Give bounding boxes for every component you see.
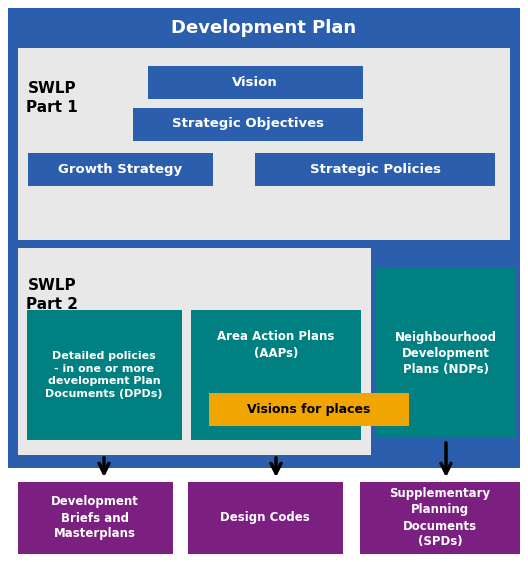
Bar xyxy=(376,268,516,438)
Bar xyxy=(18,48,510,240)
Text: SWLP
Part 2: SWLP Part 2 xyxy=(26,278,78,312)
Bar xyxy=(255,153,495,186)
Text: Strategic Objectives: Strategic Objectives xyxy=(172,117,324,130)
Bar xyxy=(191,310,361,440)
Bar xyxy=(18,248,371,455)
Bar xyxy=(148,66,363,99)
Bar xyxy=(133,108,363,141)
Bar xyxy=(360,482,520,554)
Text: Development Plan: Development Plan xyxy=(172,19,356,37)
Bar xyxy=(27,310,182,440)
Text: SWLP
Part 1: SWLP Part 1 xyxy=(26,81,78,115)
Bar xyxy=(28,153,213,186)
Text: Design Codes: Design Codes xyxy=(220,511,310,524)
Bar xyxy=(209,393,409,426)
Text: Growth Strategy: Growth Strategy xyxy=(58,162,182,175)
Text: Development
Briefs and
Masterplans: Development Briefs and Masterplans xyxy=(51,496,139,541)
Text: Detailed policies
- in one or more
development Plan
Documents (DPDs): Detailed policies - in one or more devel… xyxy=(45,351,163,398)
Bar xyxy=(8,8,520,468)
Text: Strategic Policies: Strategic Policies xyxy=(309,162,440,175)
Text: Area Action Plans
(AAPs): Area Action Plans (AAPs) xyxy=(218,330,335,360)
Text: Visions for places: Visions for places xyxy=(247,404,371,416)
Text: Neighbourhood
Development
Plans (NDPs): Neighbourhood Development Plans (NDPs) xyxy=(395,330,497,375)
Text: Supplementary
Planning
Documents
(SPDs): Supplementary Planning Documents (SPDs) xyxy=(390,487,491,549)
Bar xyxy=(18,482,173,554)
Bar xyxy=(188,482,343,554)
Text: Vision: Vision xyxy=(232,75,278,88)
